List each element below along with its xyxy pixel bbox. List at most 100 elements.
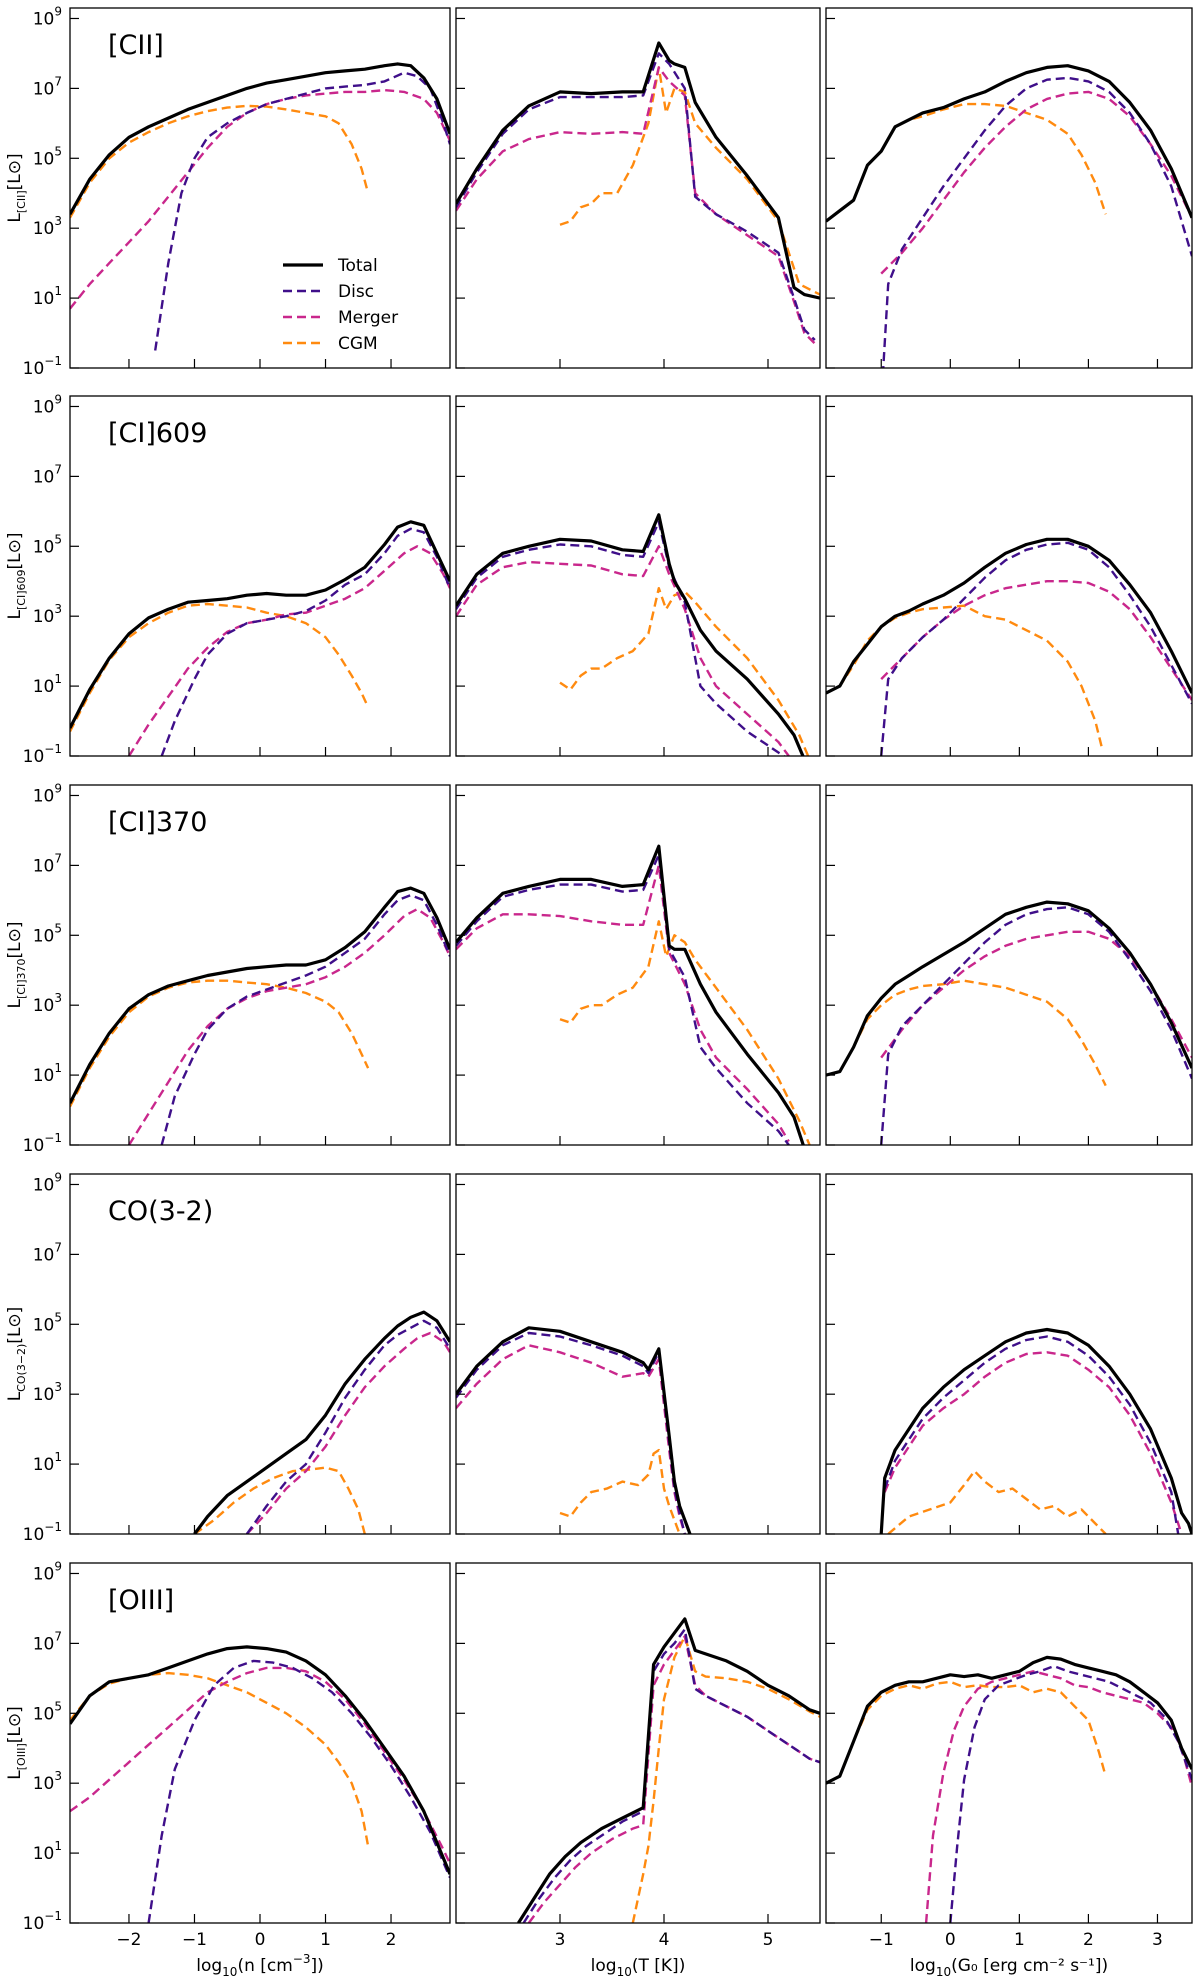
series-line-merger [880, 90, 1192, 275]
panel-frame [455, 1562, 821, 1924]
series-line-disc [880, 541, 1192, 756]
series-line-disc [147, 1659, 450, 1923]
series-line-cgm [826, 1680, 1107, 1785]
series-line-cgm [559, 66, 820, 296]
x-axis-label: log10(n [cm−3]) [196, 1952, 324, 1979]
panel-frame [69, 1173, 451, 1535]
panel-title: [CI]609 [108, 418, 207, 449]
series-line-cgm [70, 104, 370, 219]
panel-3-1 [455, 1173, 821, 1535]
panel-frame [825, 1173, 1193, 1535]
series-line-total [879, 1327, 1192, 1534]
series-line-cgm [887, 1469, 1107, 1534]
series-line-disc [154, 71, 450, 351]
y-tick-label: 107 [33, 74, 62, 99]
series-line-cgm [70, 1671, 370, 1847]
x-tick-label: 3 [1152, 1930, 1163, 1950]
panel-frame [455, 1173, 821, 1535]
series-line-cgm [826, 102, 1107, 223]
series-line-total [456, 844, 805, 1145]
panel-frame [825, 784, 1193, 1146]
x-axis-label: log10(T [K]) [591, 1956, 686, 1979]
series-line-disc [880, 906, 1192, 1145]
panel-frame [825, 7, 1193, 369]
series-group [70, 1645, 450, 1923]
panel-0-2 [825, 7, 1193, 369]
y-tick-label: 105 [33, 921, 62, 946]
x-axis-label: log10(G₀ [erg cm⁻² s⁻¹]) [910, 1956, 1108, 1979]
series-line-merger [70, 1666, 450, 1865]
series-group [826, 1655, 1192, 1923]
series-line-total [456, 513, 805, 756]
series-line-total [826, 537, 1192, 695]
series-line-merger [127, 907, 450, 1145]
series-group [193, 1310, 450, 1534]
panel-4-1: 3 4 5 [455, 1562, 821, 1950]
y-axis-label: LCO(3−2)[L⊙] [5, 1307, 28, 1402]
panel-1-0: 10−1 101 103 105 107 109 [CI]609 [23, 392, 451, 767]
series-line-total [826, 900, 1192, 1077]
series-line-cgm [826, 979, 1107, 1087]
series-line-cgm [826, 604, 1104, 750]
panel-2-1 [455, 784, 821, 1146]
y-axis-label: L[CII][L⊙] [5, 153, 28, 222]
y-tick-label: 101 [33, 672, 62, 697]
series-group [879, 1327, 1192, 1534]
panel-title: CO(3-2) [108, 1196, 213, 1227]
x-tick-label: 2 [386, 1930, 397, 1950]
panel-frame [825, 395, 1193, 757]
series-line-total [70, 1645, 450, 1875]
x-tick-label: 1 [320, 1930, 331, 1950]
series-group [456, 844, 811, 1145]
y-tick-label: 109 [33, 781, 62, 806]
legend-label-total: Total [337, 256, 378, 276]
panel-4-0: 10−1 101 103 105 107 109 −2 −1 0 1 2 [OIII] [23, 1559, 451, 1950]
series-line-disc [882, 76, 1192, 368]
series-line-merger [456, 864, 790, 1143]
series-group [826, 900, 1192, 1145]
series-line-cgm [70, 602, 370, 733]
series-line-merger [70, 88, 450, 310]
y-tick-label: 101 [33, 1839, 62, 1864]
series-line-total [70, 886, 450, 1104]
x-tick-label: −1 [182, 1930, 207, 1950]
series-group [70, 520, 450, 756]
y-tick-label: 105 [33, 1310, 62, 1335]
legend: Total Disc Merger CGM [283, 256, 398, 354]
series-line-total [70, 520, 450, 729]
series-line-disc [522, 1628, 820, 1923]
x-tick-label: 0 [255, 1930, 266, 1950]
y-tick-label: 103 [33, 1380, 62, 1405]
y-tick-label: 107 [33, 1629, 62, 1654]
series-line-merger [880, 930, 1192, 1059]
series-line-disc [456, 52, 816, 341]
x-tick-label: 5 [763, 1930, 774, 1950]
y-tick-label: 103 [33, 1769, 62, 1794]
series-line-merger [883, 1351, 1183, 1534]
panel-4-2: −1 0 1 2 3 [825, 1562, 1193, 1950]
series-line-merger [456, 1344, 686, 1534]
x-tick-label: −2 [116, 1930, 141, 1950]
y-tick-label: 10−1 [23, 742, 62, 767]
series-line-merger [127, 545, 450, 756]
series-line-cgm [559, 920, 811, 1145]
series-line-merger [924, 1670, 1192, 1923]
y-tick-label: 103 [33, 991, 62, 1016]
x-tick-label: 2 [1083, 1930, 1094, 1950]
series-line-cgm [559, 587, 810, 756]
y-tick-label: 103 [33, 602, 62, 627]
series-line-disc [883, 1335, 1180, 1534]
series-line-disc [160, 527, 450, 756]
y-tick-label: 10−1 [23, 1131, 62, 1156]
panel-3-0: 10−1 101 103 105 107 109 CO(3-2) [23, 1170, 451, 1545]
series-line-cgm [559, 1448, 681, 1534]
y-tick-label: 101 [33, 284, 62, 309]
series-line-total [193, 1310, 450, 1534]
series-line-cgm [70, 979, 370, 1108]
panel-1-1 [455, 395, 821, 757]
series-line-merger [527, 1635, 820, 1923]
panel-frame [825, 1562, 1193, 1924]
series-line-disc [949, 1664, 1192, 1923]
series-group [826, 537, 1192, 756]
